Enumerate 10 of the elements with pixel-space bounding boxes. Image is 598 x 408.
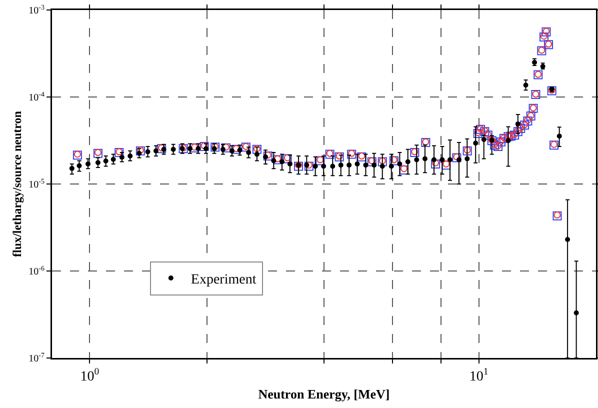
legend-label: Experiment bbox=[190, 272, 256, 288]
y-tick-label: 10$^{-6}$ bbox=[28, 264, 45, 278]
y-tick-label: 10$^{-4}$ bbox=[28, 90, 45, 104]
y-tick-label: 10$^{-7}$ bbox=[28, 351, 45, 364]
y-tick-label: 10$^{-3}$ bbox=[28, 3, 45, 16]
y-axis-title: flux/lethargy/source neutron bbox=[10, 110, 24, 257]
x-tick-label: 10$^{1}$ bbox=[469, 366, 488, 384]
y-tick-label: 10$^{-5}$ bbox=[28, 177, 45, 190]
x-axis-title: Neutron Energy, [MeV] bbox=[258, 386, 390, 402]
x-tick-label: 10$^{0}$ bbox=[80, 366, 100, 384]
